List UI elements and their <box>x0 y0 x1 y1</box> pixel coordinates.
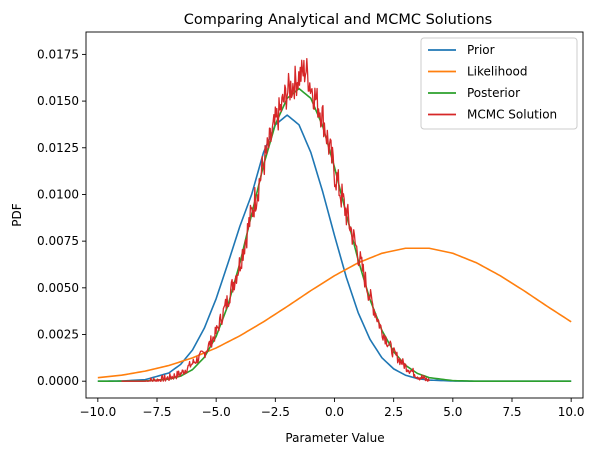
y-axis-title: PDF <box>10 203 24 226</box>
x-tick-label: −7.5 <box>142 405 171 419</box>
legend-box <box>420 37 578 130</box>
series-line-likelihood <box>97 247 572 379</box>
y-tick-label: 0.0175 <box>37 47 79 61</box>
legend-label: Posterior <box>467 86 520 100</box>
series-lines <box>97 58 572 382</box>
x-tick-label: −10.0 <box>79 405 116 419</box>
x-axis-title: Parameter Value <box>285 431 384 445</box>
y-tick-label: 0.0150 <box>37 94 79 108</box>
y-tick-label: 0.0075 <box>37 234 79 248</box>
y-tick-label: 0.0000 <box>37 374 79 388</box>
x-tick-label: −5.0 <box>202 405 231 419</box>
chart-title: Comparing Analytical and MCMC Solutions <box>184 12 492 28</box>
x-tick-label: 2.5 <box>384 405 403 419</box>
legend-label: MCMC Solution <box>467 108 557 122</box>
y-tick-label: 0.0050 <box>37 281 79 295</box>
legend-label: Prior <box>467 43 495 57</box>
series-line-mcmc-solution <box>121 58 430 382</box>
x-tick-label: 5.0 <box>443 405 462 419</box>
x-tick-label: 7.5 <box>502 405 521 419</box>
x-tick-label: 0.0 <box>325 405 344 419</box>
y-tick-label: 0.0025 <box>37 328 79 342</box>
x-axis-ticks: −10.0 −7.5 −5.0 −2.5 0.0 2.5 5.0 7.5 10.0 <box>79 398 585 419</box>
y-tick-label: 0.0100 <box>37 187 79 201</box>
y-axis-ticks: 0.0000 0.0025 0.0050 0.0075 0.0100 0.0125 0.01… <box>37 47 86 388</box>
legend-label: Likelihood <box>467 65 528 79</box>
x-tick-label: −2.5 <box>261 405 290 419</box>
legend: Prior Likelihood Posterior MCMC Solution <box>420 37 578 130</box>
x-tick-label: 10.0 <box>558 405 585 419</box>
y-tick-label: 0.0125 <box>37 141 79 155</box>
